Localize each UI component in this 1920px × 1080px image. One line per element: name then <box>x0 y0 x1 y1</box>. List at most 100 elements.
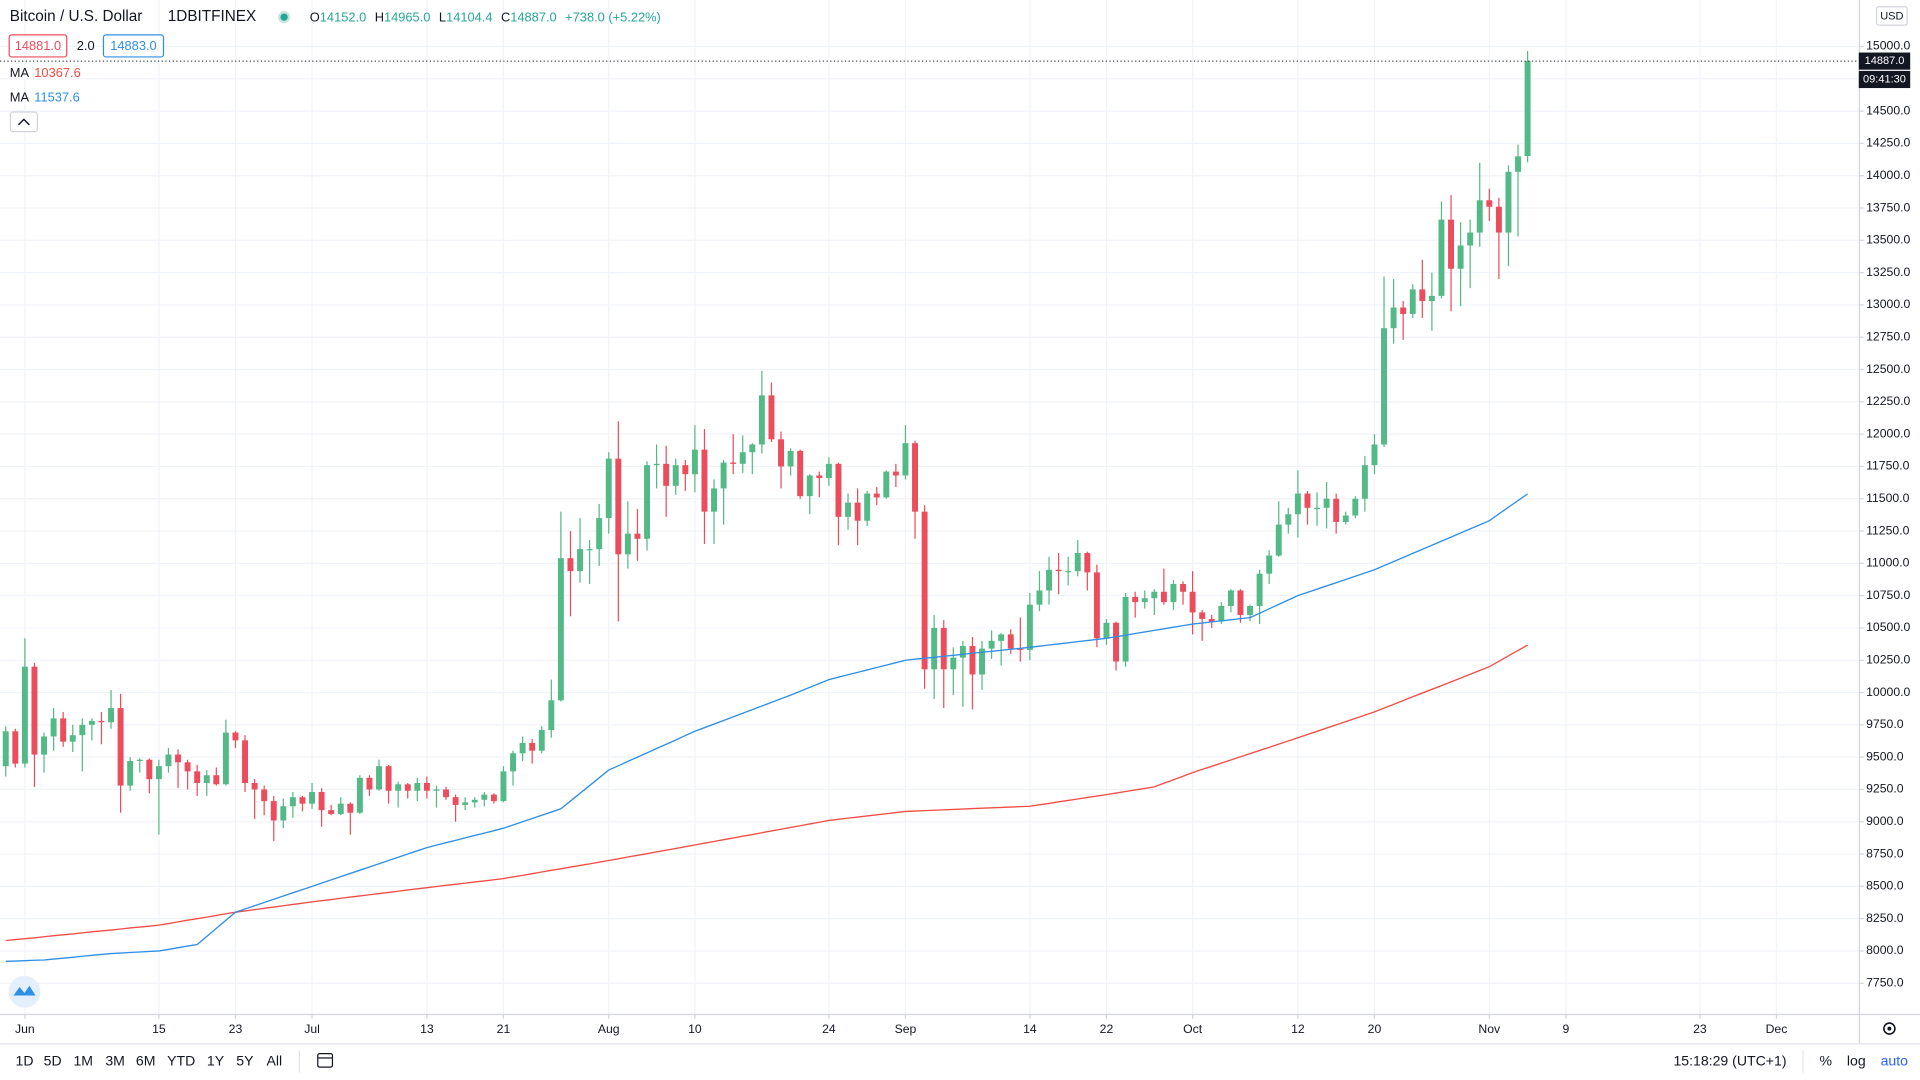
legend-value: 10367.6 <box>34 65 80 80</box>
currency[interactable]: USD <box>1880 10 1903 22</box>
ohlc-value: 14104.4 <box>446 10 492 25</box>
candle-body <box>1256 573 1263 606</box>
candle-body <box>366 777 373 790</box>
candle-body <box>328 810 335 814</box>
candle-body <box>146 759 153 780</box>
clock[interactable]: 15:18:29 (UTC+1) <box>1673 1052 1786 1068</box>
y-tick-label: 12750.0 <box>1866 329 1910 343</box>
scale-button[interactable]: log <box>1847 1052 1866 1068</box>
x-tick-label: 9 <box>1562 1022 1569 1036</box>
settings-icon-center <box>1887 1026 1892 1031</box>
candle-body <box>1448 219 1454 269</box>
candle-body <box>251 782 258 790</box>
y-tick-label: 13750.0 <box>1866 200 1910 214</box>
candle-body <box>1170 584 1177 603</box>
y-tick-label: 13500.0 <box>1866 233 1910 247</box>
x-tick-label: 10 <box>688 1022 702 1036</box>
range-button[interactable]: YTD <box>167 1052 195 1068</box>
collapse-button[interactable] <box>9 111 38 133</box>
candle-body <box>1505 171 1512 233</box>
range-button[interactable]: 1Y <box>207 1052 225 1068</box>
y-tick-label: 14500.0 <box>1866 103 1910 117</box>
candle-body <box>730 462 737 464</box>
candle-body <box>1381 328 1387 445</box>
candle-body <box>31 666 38 755</box>
candle-body <box>720 462 727 489</box>
currency-badge[interactable] <box>1875 6 1908 26</box>
plot <box>2 51 1531 962</box>
candle-body <box>1294 493 1301 515</box>
candle-body <box>127 761 134 786</box>
range-button[interactable]: 1M <box>73 1052 93 1068</box>
y-tick-label: 11000.0 <box>1866 556 1910 570</box>
candle-body <box>969 646 976 675</box>
ohlc: O14152.0 H14965.0 L14104.4 C14887.0 +738… <box>310 10 661 25</box>
candle-body <box>155 766 162 780</box>
candle-body <box>1275 524 1282 556</box>
x-tick-label: 23 <box>1693 1022 1707 1036</box>
candle-body <box>490 794 497 802</box>
calendar-icon[interactable] <box>317 1053 334 1068</box>
range-button[interactable]: 6M <box>136 1052 156 1068</box>
last-price-label: 14887.0 <box>1865 55 1905 67</box>
candle-body <box>835 463 842 517</box>
candle-body <box>1074 553 1081 572</box>
candle-body <box>222 732 229 785</box>
x-tick-label: 20 <box>1368 1022 1382 1036</box>
ask-box[interactable] <box>102 34 165 58</box>
scale-button[interactable]: % <box>1819 1052 1832 1068</box>
candle-body <box>567 558 574 572</box>
candle-body <box>203 775 210 783</box>
legend-name: MA <box>10 65 30 80</box>
candle-body <box>1428 295 1435 302</box>
candle-body <box>1486 200 1493 207</box>
candle-body <box>12 731 19 764</box>
y-tick-label: 14250.0 <box>1866 136 1910 150</box>
candle-body <box>1046 569 1052 591</box>
range-button[interactable]: 5D <box>44 1052 62 1068</box>
ohlc-key: O <box>310 10 320 25</box>
y-tick-label: 15000.0 <box>1866 39 1910 53</box>
candle-body <box>988 640 995 649</box>
candle-body <box>1122 596 1129 662</box>
candle-body <box>1304 493 1311 508</box>
ask[interactable]: 14883.0 <box>110 38 156 53</box>
candle-body <box>1438 219 1445 296</box>
candle-body <box>108 708 114 723</box>
candle-body <box>1151 591 1158 599</box>
candle-body <box>1160 591 1167 603</box>
bid[interactable]: 14881.0 <box>15 38 61 53</box>
status-dot <box>280 13 288 21</box>
candle-body <box>1371 444 1378 466</box>
candle-body <box>931 627 938 670</box>
candle-body <box>825 463 832 479</box>
x-tick-label: Jul <box>304 1022 320 1036</box>
scale-button[interactable]: auto <box>1881 1052 1909 1068</box>
bid-box[interactable] <box>8 34 68 58</box>
candle-body <box>433 789 440 791</box>
candle-body <box>682 465 689 475</box>
candle-body <box>280 806 287 821</box>
candle-body <box>318 792 325 811</box>
candle-body <box>912 443 918 512</box>
candle-body <box>672 465 679 486</box>
range-button[interactable]: 5Y <box>236 1052 254 1068</box>
y-tick-label: 14000.0 <box>1866 168 1910 182</box>
settings-icon[interactable] <box>1883 1022 1896 1035</box>
x-tick-label: 14 <box>1023 1022 1037 1036</box>
candle-body <box>1285 514 1292 525</box>
candle-body <box>538 730 545 751</box>
range-button[interactable]: 3M <box>105 1052 125 1068</box>
candle-body <box>443 789 449 798</box>
candle-body <box>864 493 871 521</box>
candle-body <box>1103 622 1110 639</box>
range-button[interactable]: 1D <box>15 1052 33 1068</box>
candle-body <box>261 789 268 802</box>
y-tick-label: 8750.0 <box>1866 846 1904 860</box>
range-button[interactable]: All <box>266 1052 282 1068</box>
y-tick-label: 11250.0 <box>1866 523 1910 537</box>
candle-body <box>471 799 478 803</box>
candle-body <box>959 646 966 658</box>
change: +738.0 (+5.22%) <box>565 10 661 25</box>
candle-body <box>1400 307 1407 314</box>
